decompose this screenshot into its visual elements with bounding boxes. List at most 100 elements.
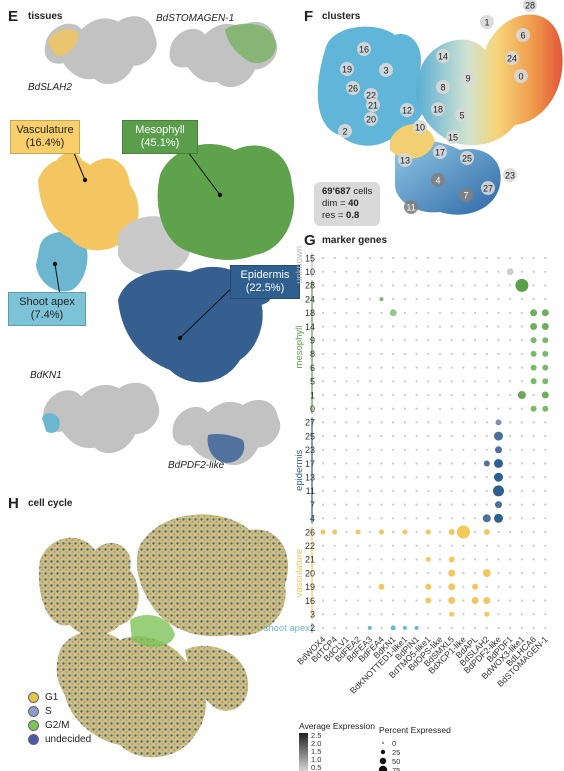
dot-bg <box>532 530 535 534</box>
dot-bg <box>392 380 395 383</box>
dot-bg <box>333 544 336 547</box>
dot-expr <box>402 529 408 535</box>
legend-expr-tick: 1.5 <box>311 747 321 756</box>
row-label-22: 22 <box>305 541 315 551</box>
dot-bg <box>357 298 360 301</box>
dot-bg <box>474 503 477 506</box>
panel-g-letter: G <box>304 232 316 249</box>
dot-expr <box>379 297 384 302</box>
cluster-label-20: 20 <box>364 112 378 126</box>
dot-bg <box>427 352 430 355</box>
dot-expr <box>456 525 470 539</box>
cluster-label-bg <box>481 181 495 195</box>
dot-bg <box>392 530 395 534</box>
dot-bg <box>380 407 383 410</box>
dot-expr <box>541 309 549 317</box>
dot-bg <box>450 339 453 342</box>
cluster-label-bg <box>400 103 414 117</box>
dot-expr <box>542 364 549 371</box>
dot-bg <box>509 325 512 328</box>
dot-bg <box>357 503 360 506</box>
dot-bg <box>357 256 360 260</box>
dot-bg <box>333 366 336 369</box>
dot-bg <box>345 448 348 451</box>
dot-bg <box>544 256 547 260</box>
cluster-label-text: 20 <box>366 114 376 124</box>
dot-bg <box>368 476 371 479</box>
dot-bg <box>509 599 512 602</box>
dot-bg <box>438 270 442 273</box>
dot-bg <box>520 270 523 273</box>
dot-expr <box>425 597 432 604</box>
info-dim-value: 40 <box>348 198 359 209</box>
dot-bg <box>520 585 523 588</box>
cluster-label-2: 2 <box>338 124 352 138</box>
panel-g-title: marker genes <box>322 235 388 246</box>
cluster-label-19: 19 <box>340 62 354 76</box>
dot-expr <box>449 611 455 617</box>
dot-bg <box>438 284 442 287</box>
cluster-label-16: 16 <box>357 42 371 56</box>
dot-expr <box>542 405 549 412</box>
dot-bg <box>544 284 547 287</box>
dot-bg <box>509 380 512 383</box>
dot-bg <box>450 476 453 479</box>
panel-e-umaps <box>36 16 295 466</box>
legend-swatch-undecided <box>28 734 39 745</box>
group-label-vasculature: vasculature <box>294 549 305 598</box>
dot-expr <box>471 597 479 604</box>
dot-bg <box>450 489 453 492</box>
dot-bg <box>462 558 465 561</box>
dot-bg <box>333 613 336 616</box>
info-res-label: res = <box>322 210 344 221</box>
dot-bg <box>438 325 442 328</box>
dot-bg <box>392 476 395 479</box>
dot-bg <box>485 626 488 629</box>
dot-bg <box>509 366 512 369</box>
cluster-label-15: 15 <box>446 130 460 144</box>
dot-bg <box>497 339 500 342</box>
dot-bg <box>345 626 348 629</box>
dot-bg <box>485 407 488 410</box>
dot-bg <box>380 435 383 438</box>
dot-bg <box>345 613 348 616</box>
dot-bg <box>415 325 418 328</box>
dot-bg <box>520 476 523 479</box>
dot-bg <box>520 421 523 424</box>
dot-bg <box>415 503 418 506</box>
row-label-3: 3 <box>310 610 315 620</box>
dot-bg <box>509 626 512 629</box>
dot-bg <box>520 256 523 260</box>
dot-bg <box>462 393 465 397</box>
legend-label-g2m: G2/M <box>45 720 70 731</box>
row-label-6: 6 <box>310 363 315 373</box>
dot-bg <box>392 613 395 616</box>
dot-bg <box>333 626 336 629</box>
cluster-label-13: 13 <box>398 153 412 167</box>
dot-bg <box>415 284 418 287</box>
callout-vasculature-name: Vasculature <box>16 124 74 136</box>
dot-expr <box>482 514 491 523</box>
cluster-label-bg <box>459 188 473 202</box>
cluster-label-bg <box>433 145 447 159</box>
dot-bg <box>520 599 523 602</box>
dot-bg <box>333 393 336 397</box>
dot-bg <box>450 270 453 273</box>
dot-bg <box>368 613 371 616</box>
dot-bg <box>544 503 547 506</box>
row-label-26: 26 <box>305 527 315 537</box>
legend-expr-tick: 0.5 <box>311 763 321 771</box>
dot-bg <box>368 448 371 451</box>
dot-bg <box>321 544 325 547</box>
cluster-label-bg <box>431 173 445 187</box>
dot-bg <box>368 435 371 438</box>
dot-expr <box>542 378 549 385</box>
dot-bg <box>415 352 418 355</box>
dot-bg <box>450 325 453 328</box>
dot-bg <box>485 352 488 355</box>
dot-expr <box>483 529 490 535</box>
dot-bg <box>532 572 535 575</box>
legend-pct-dot <box>382 742 384 744</box>
dot-bg <box>333 572 336 575</box>
dot-bg <box>403 380 406 383</box>
